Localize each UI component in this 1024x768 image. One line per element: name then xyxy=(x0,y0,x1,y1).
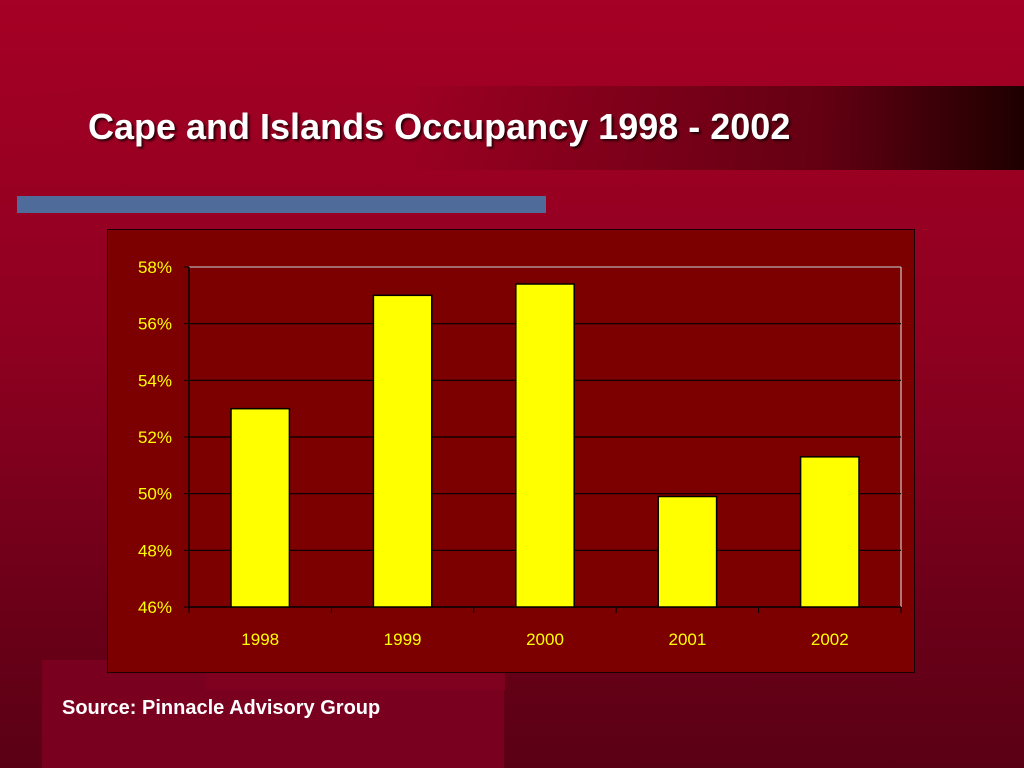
chart-container: 46% 48% 50% 52% 54% 56% 58% 1998 1999 2000 2001 200… xyxy=(107,229,915,673)
occupancy-bar-chart: 46% 48% 50% 52% 54% 56% 58% 1998 1999 2000 2001 200… xyxy=(138,258,902,649)
bar-1999 xyxy=(372,294,433,608)
bar-2001 xyxy=(657,495,718,608)
x-tick-label: 1999 xyxy=(384,630,422,649)
y-tick-label: 46% xyxy=(138,598,172,617)
y-tick-label: 50% xyxy=(138,485,172,504)
x-tick-label: 2001 xyxy=(668,630,706,649)
bar-1998 xyxy=(230,407,291,608)
x-tick-label: 1998 xyxy=(241,630,279,649)
bar-2002 xyxy=(799,456,860,608)
title-band xyxy=(0,86,1024,170)
x-tick-label: 2000 xyxy=(526,630,564,649)
title-underline-rule xyxy=(17,196,546,213)
y-tick-label: 54% xyxy=(138,371,172,390)
y-tick-label: 58% xyxy=(138,258,172,277)
y-tick-label: 52% xyxy=(138,428,172,447)
bar-2000 xyxy=(515,283,575,608)
slide-title: Cape and Islands Occupancy 1998 - 2002 xyxy=(88,106,791,147)
y-tick-label: 48% xyxy=(138,541,172,560)
y-tick-label: 56% xyxy=(138,315,172,334)
source-note: Source: Pinnacle Advisory Group xyxy=(62,697,381,719)
x-tick-label: 2002 xyxy=(811,630,849,649)
